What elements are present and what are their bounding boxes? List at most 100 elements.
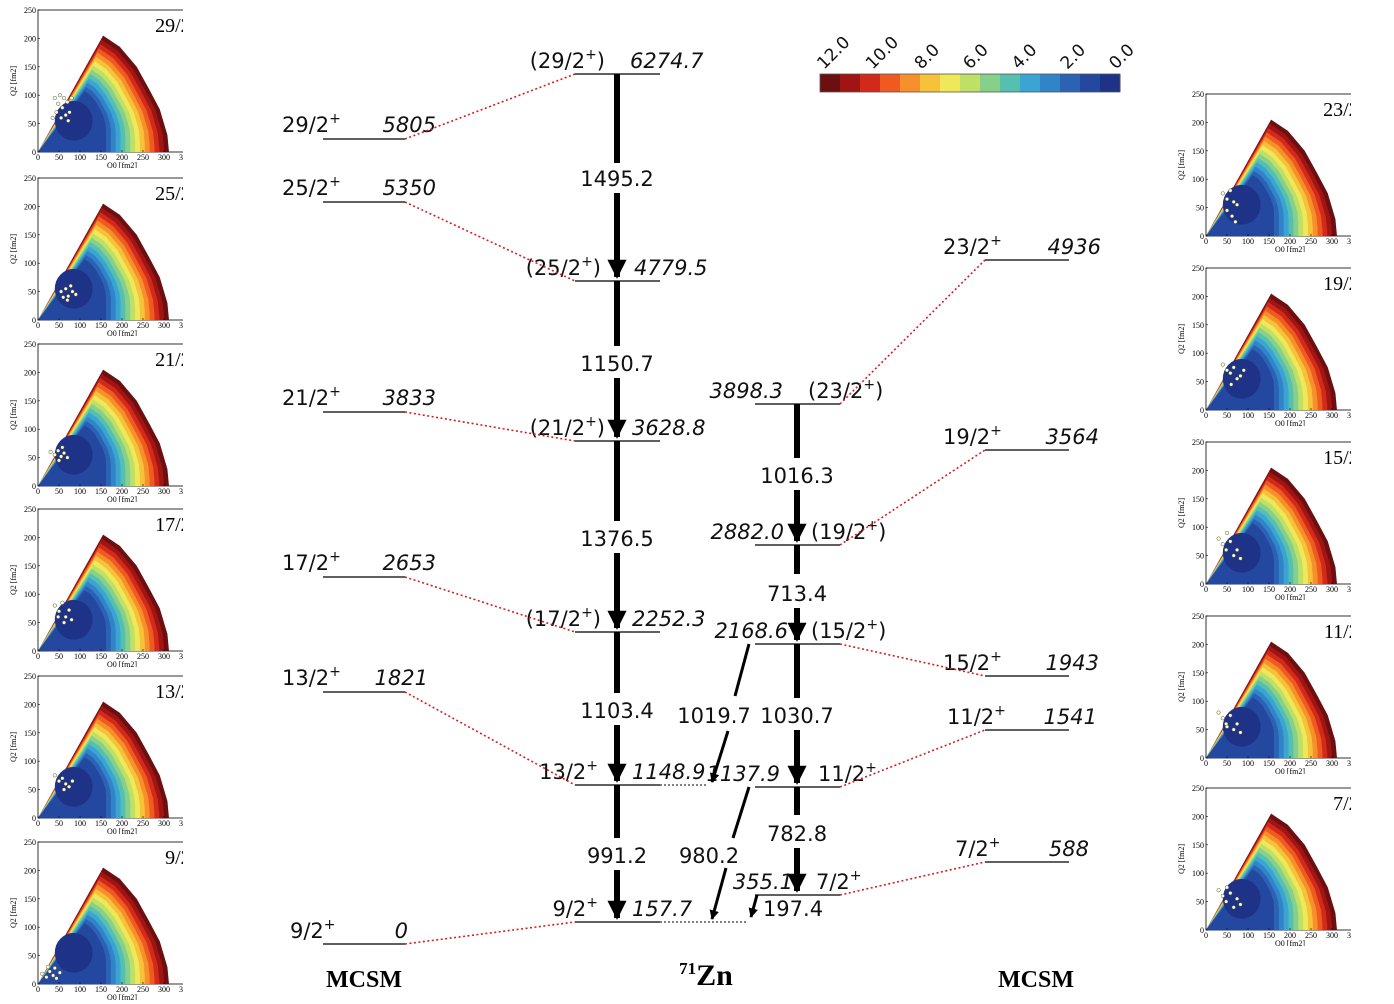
y-tick-label: 150	[24, 562, 36, 571]
mcsm-basis-dot	[52, 773, 57, 778]
pes-panel: 050100150200250300350400050100150200250Q…	[9, 505, 183, 667]
y-tick-label: 150	[1192, 841, 1204, 850]
y-axis-label: Q2 [fm2]	[1177, 498, 1186, 528]
y-tick-label: 150	[1192, 495, 1204, 504]
exp-level-spin: 13/2+	[539, 758, 598, 784]
gamma-energy: 980.2	[679, 844, 739, 868]
exp-level-energy: 355.1	[733, 870, 793, 894]
colorbar-swatch	[980, 74, 1001, 92]
colorbar-swatch	[940, 74, 961, 92]
pes-panel: 050100150200250300350400050100150200250Q…	[1177, 90, 1351, 252]
mcsm-basis-dot	[1235, 547, 1240, 552]
mcsm-level-spin: 11/2+	[947, 703, 1006, 729]
x-tick-label: 150	[95, 819, 107, 828]
colorbar-label: 12.0	[813, 33, 854, 74]
x-tick-label: 300	[1326, 759, 1338, 768]
mcsm-basis-dot	[1216, 710, 1221, 715]
panel-spin-label: 19/2+	[1323, 270, 1351, 295]
mcsm-level-spin: 23/2+	[943, 233, 1002, 259]
x-tick-label: 350	[1347, 411, 1351, 420]
y-tick-label: 50	[1196, 552, 1204, 561]
colorbar-swatch	[1000, 74, 1021, 92]
y-tick-label: 200	[24, 368, 36, 377]
gamma-energy: 1495.2	[580, 167, 653, 191]
mcsm-basis-dot	[63, 113, 68, 118]
mcsm-basis-dot	[1230, 214, 1235, 219]
y-tick-label: 50	[1196, 726, 1204, 735]
x-tick-label: 300	[158, 652, 170, 661]
colorbar-swatch	[860, 74, 881, 92]
x-tick-label: 200	[116, 985, 128, 994]
mcsm-basis-dot	[1228, 371, 1233, 376]
mcsm-basis-dot	[40, 971, 45, 976]
x-tick-label: 100	[74, 153, 86, 162]
x-tick-label: 100	[74, 985, 86, 994]
gamma-energy: 197.4	[763, 897, 823, 921]
exp-level-spin: (29/2+)	[530, 47, 605, 73]
mcsm-basis-dot	[1220, 191, 1225, 196]
mcsm-basis-dot	[1220, 542, 1225, 547]
mcsm-level-energy: 5350	[383, 176, 436, 200]
x-tick-label: 250	[1305, 759, 1317, 768]
panel-spin-label: 7/2+	[1333, 790, 1351, 815]
mcsm-basis-dot	[1238, 373, 1243, 378]
y-tick-label: 100	[24, 923, 36, 932]
mcsm-basis-dot	[1235, 202, 1240, 207]
colorbar-label: 0.0	[1105, 40, 1138, 73]
y-tick-label: 150	[24, 397, 36, 406]
x-tick-label: 100	[74, 819, 86, 828]
mcsm-basis-dot	[60, 776, 65, 781]
x-axis-label: Q0 [fm2]	[107, 827, 137, 834]
gamma-energy: 1376.5	[580, 527, 653, 551]
gamma-energy: 1030.7	[760, 704, 833, 728]
mcsm-basis-dot	[56, 614, 61, 619]
exp-level-energy: 2882.0	[711, 520, 784, 544]
x-tick-label: 250	[137, 487, 149, 496]
exp-level-energy: 4779.5	[634, 256, 707, 280]
x-tick-label: 0	[36, 819, 40, 828]
x-tick-label: 200	[116, 487, 128, 496]
mcsm-level-energy: 5805	[383, 113, 436, 137]
x-tick-label: 300	[158, 487, 170, 496]
gamma-energy: 713.4	[767, 582, 827, 606]
mcsm-basis-dot	[1225, 368, 1230, 373]
y-tick-label: 200	[24, 533, 36, 542]
mcsm-basis-dot	[1225, 208, 1230, 213]
x-tick-label: 250	[1305, 585, 1317, 594]
x-tick-label: 250	[137, 153, 149, 162]
x-tick-label: 150	[95, 153, 107, 162]
y-tick-label: 50	[28, 786, 36, 795]
x-tick-label: 150	[95, 487, 107, 496]
x-tick-label: 150	[1263, 411, 1275, 420]
y-tick-label: 100	[24, 757, 36, 766]
mcsm-basis-dot	[65, 298, 70, 303]
x-tick-label: 300	[158, 153, 170, 162]
gamma-energy: 1150.7	[580, 352, 653, 376]
y-axis-label: Q2 [fm2]	[1177, 150, 1186, 180]
x-tick-label: 150	[1263, 759, 1275, 768]
x-tick-label: 50	[1223, 237, 1231, 246]
y-tick-label: 150	[24, 63, 36, 72]
mcsm-level-energy: 4936	[1048, 235, 1101, 259]
mcsm-basis-dot	[1216, 536, 1221, 541]
panel-spin-label: 25/2+	[155, 180, 183, 205]
pes-panel: 050100150200250300350400050100150200250Q…	[9, 6, 183, 168]
mcsm-basis-dot	[1228, 713, 1233, 718]
mcsm-basis-dot	[1231, 199, 1236, 204]
exp-level-energy: 1148.9	[632, 760, 705, 784]
mcsm-level-spin: 21/2+	[282, 384, 341, 410]
y-tick-label: 250	[24, 672, 36, 681]
x-tick-label: 250	[137, 652, 149, 661]
mcsm-basis-dot	[57, 458, 62, 463]
x-tick-label: 350	[1347, 585, 1351, 594]
x-tick-label: 300	[1326, 411, 1338, 420]
pes-panel: 050100150200250300350400050100150200250Q…	[9, 340, 183, 502]
x-axis-label: Q0 [fm2]	[107, 660, 137, 667]
colorbar-swatch	[960, 74, 981, 92]
x-tick-label: 150	[1263, 237, 1275, 246]
exp-band1: 1495.2 1150.7 1376.5 1103.4 991.2 (29/2+…	[526, 47, 748, 923]
y-tick-label: 250	[1192, 90, 1204, 99]
x-axis-label: Q0 [fm2]	[1275, 245, 1305, 252]
x-tick-label: 250	[137, 321, 149, 330]
exp-level-energy: 3898.3	[710, 379, 783, 403]
